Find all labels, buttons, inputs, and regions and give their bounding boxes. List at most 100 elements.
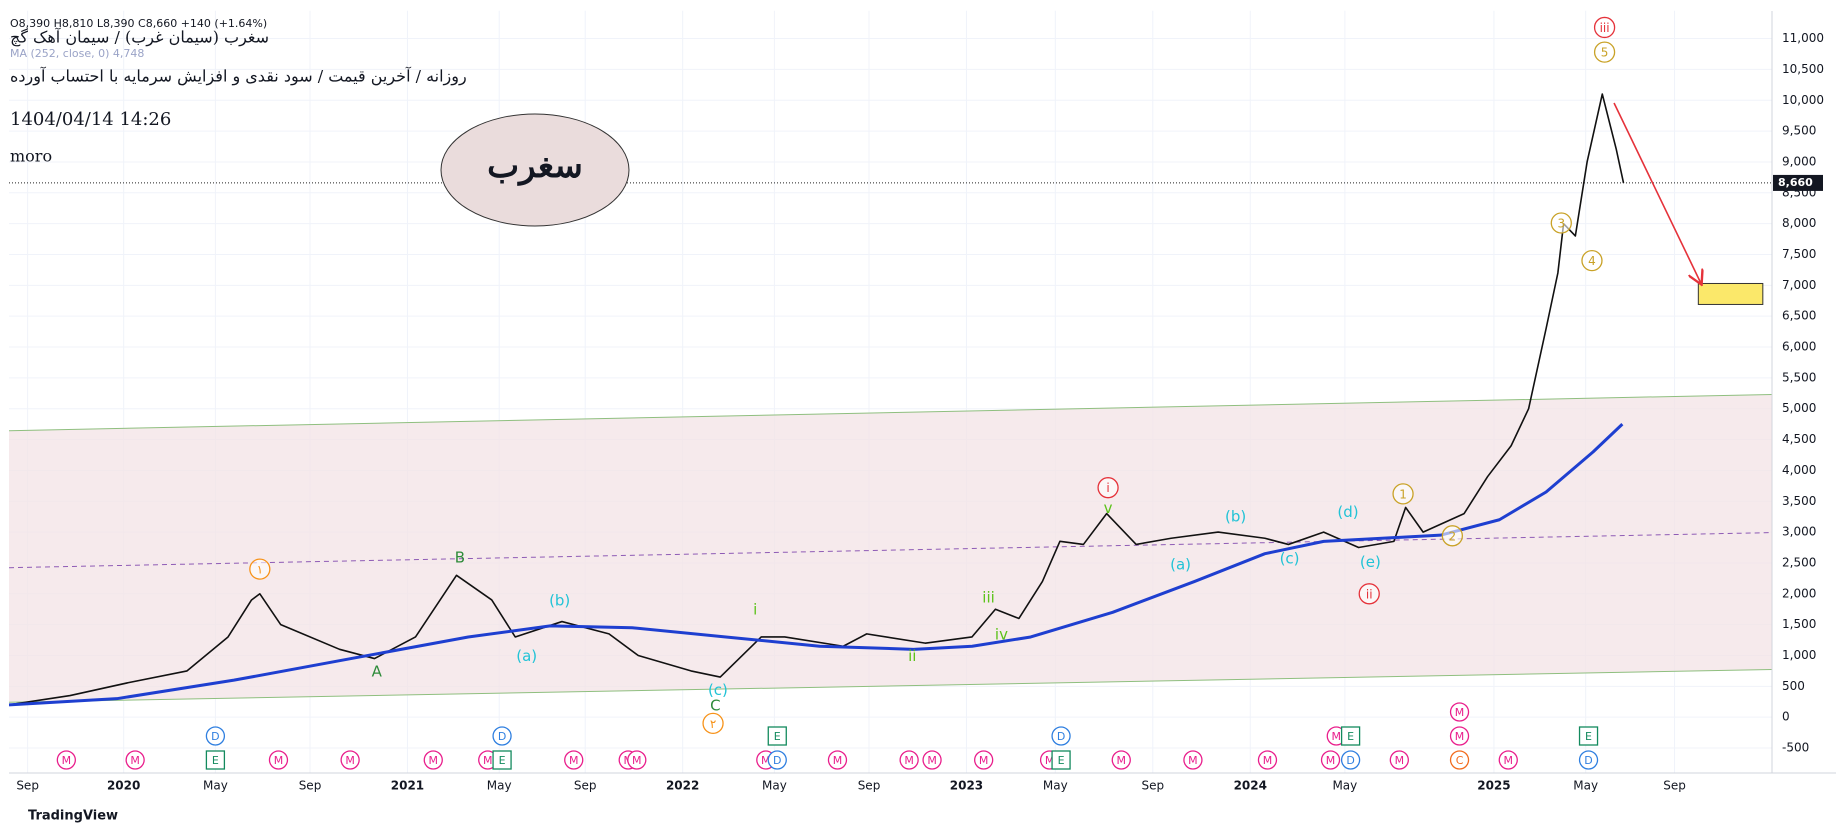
wave-label: ۲ [710,717,716,731]
wave-label: (b) [1225,508,1246,526]
x-tick-label: May [1043,779,1068,793]
y-tick-label: 500 [1782,679,1805,693]
event-label: M [345,754,355,767]
event-marker[interactable] [1111,750,1131,770]
event-marker[interactable] [205,726,226,746]
event-marker[interactable] [1449,750,1470,770]
x-tick-label: May [203,779,228,793]
event-marker[interactable] [627,750,647,770]
event-label: M [130,754,140,767]
event-label: D [498,730,506,743]
annotation-circle [1581,250,1603,272]
event-marker[interactable] [1051,750,1071,770]
wave-label: 2 [1449,529,1457,543]
y-tick-label: 3,500 [1782,494,1816,508]
annotation-circle [1392,483,1414,505]
event-label: E [1585,730,1592,743]
event-marker[interactable] [827,750,848,770]
event-marker[interactable] [492,726,512,746]
y-tick-label: 2,000 [1782,586,1816,600]
wave-label: iv [995,625,1008,643]
event-marker[interactable] [423,750,443,770]
event-label: M [632,754,642,767]
event-label: M [1332,730,1342,743]
annotation-circle [1593,16,1616,39]
wave-label: iii [1600,21,1610,35]
event-marker[interactable] [268,750,289,770]
event-label: M [904,754,914,767]
event-label: M [1117,754,1127,767]
y-tick-label: 9,500 [1782,124,1816,138]
event-marker[interactable] [1498,750,1518,770]
event-label: E [212,754,219,767]
event-marker[interactable] [1320,750,1341,770]
channel-lower [9,669,1772,703]
y-tick-label: 9,000 [1782,154,1816,168]
ma-line [9,423,1624,707]
event-marker[interactable] [125,750,145,770]
event-label: E [1058,754,1065,767]
wave-label: (b) [549,591,570,609]
event-marker[interactable] [899,750,919,770]
x-tick-label: 2025 [1477,779,1510,793]
event-marker[interactable] [1578,750,1599,770]
event-marker[interactable] [492,750,512,770]
wave-label: 1 [1399,487,1407,501]
wave-label: ii [908,647,916,665]
event-label: M [979,754,989,767]
event-marker[interactable] [1051,726,1071,746]
channel-middle [9,532,1772,569]
y-tick-label: 5,000 [1782,401,1816,415]
x-tick-label: May [1573,779,1598,793]
event-marker[interactable] [767,750,787,770]
x-tick-label: May [1332,779,1357,793]
foreground: O8,390 H8,810 L8,390 C8,660 +140 (+1.64%… [9,11,1836,824]
subtitle: روزانه / آخرین قیمت / سود نقدی و افزایش … [10,66,467,86]
y-tick-label: 3,000 [1782,525,1816,539]
wave-label: 5 [1601,46,1609,60]
annotation-circle [1441,525,1464,547]
event-marker[interactable] [767,726,787,746]
channel-upper [9,393,1772,432]
y-tick-label: 7,500 [1782,247,1816,261]
author: moro [10,147,52,166]
ohlc: O8,390 H8,810 L8,390 C8,660 +140 (+1.64%… [10,17,267,30]
wave-label: A [372,662,383,680]
event-marker[interactable] [922,750,942,770]
wave-label: (a) [1170,556,1191,574]
event-marker[interactable] [1340,726,1361,746]
event-marker[interactable] [564,750,584,770]
x-tick-label: Sep [574,779,597,793]
event-label: M [1504,754,1514,767]
event-marker[interactable] [340,750,360,770]
x-tick-label: 2021 [391,779,424,793]
event-marker[interactable] [1389,750,1409,770]
event-marker[interactable] [1449,726,1470,746]
event-marker[interactable] [205,750,226,770]
event-marker[interactable] [1578,726,1599,746]
wave-label: (c) [1280,550,1300,568]
event-label: M [927,754,937,767]
event-label: M [429,754,439,767]
wave-label: (e) [1360,553,1381,571]
event-marker[interactable] [974,750,994,770]
event-marker[interactable] [1340,750,1361,770]
event-label: M [833,754,843,767]
event-label: M [1455,706,1465,719]
y-tick-label: 8,000 [1782,216,1816,230]
y-tick-label: -500 [1782,741,1809,755]
event-label: M [274,754,284,767]
event-marker[interactable] [56,750,76,770]
event-label: D [1346,754,1354,767]
event-label: E [774,730,781,743]
event-marker[interactable] [1449,702,1470,722]
event-label: C [1456,754,1464,767]
wave-label: (c) [708,681,728,699]
wave-label: ii [1366,587,1373,601]
annotation-circle [1358,583,1380,605]
event-marker[interactable] [1257,750,1278,770]
x-tick-label: 2022 [666,779,699,793]
event-marker[interactable] [1183,750,1203,770]
last-price-label: 8,660 [1778,176,1813,189]
